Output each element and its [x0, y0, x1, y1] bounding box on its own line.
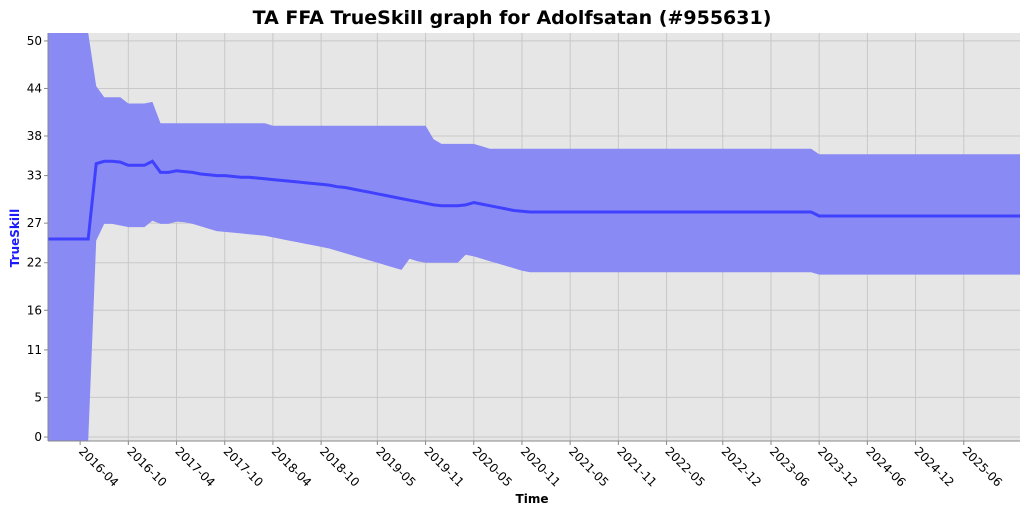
x-tick-label: 2023-12: [815, 444, 860, 489]
y-tick-label: 11: [27, 343, 42, 357]
x-tick-label: 2022-05: [662, 444, 707, 489]
y-tick-label: 38: [27, 129, 42, 143]
x-tick-label: 2017-10: [221, 444, 266, 489]
y-tick-label: 50: [27, 34, 42, 48]
chart-title: TA FFA TrueSkill graph for Adolfsatan (#…: [253, 7, 772, 29]
x-tick-label: 2020-05: [470, 444, 515, 489]
x-tick-label: 2022-12: [719, 444, 764, 489]
y-tick-label: 33: [27, 169, 42, 183]
x-tick-label: 2024-06: [863, 444, 908, 489]
y-tick-label: 27: [27, 216, 42, 230]
x-tick-label: 2025-06: [960, 444, 1005, 489]
x-tick-label: 2019-11: [421, 444, 466, 489]
y-tick-label: 44: [27, 81, 42, 95]
y-axis-label: TrueSkill: [8, 209, 22, 267]
y-tick-label: 16: [27, 303, 42, 317]
x-tick-label: 2018-04: [269, 444, 314, 489]
x-tick-label: 2023-06: [767, 444, 812, 489]
y-tick-label: 0: [34, 430, 42, 444]
y-axis-ticks: 0 5 11 16 22 27 33 38 44 50: [27, 34, 48, 444]
x-tick-label: 2021-05: [566, 444, 611, 489]
x-tick-label: 2020-11: [518, 444, 563, 489]
x-tick-label: 2016-10: [124, 444, 169, 489]
uncertainty-band: [48, 33, 1020, 441]
x-tick-label: 2017-04: [172, 444, 217, 489]
x-axis-ticks: 2016-04 2016-10 2017-04 2017-10 2018-04 2018-…: [76, 441, 1005, 490]
x-tick-label: 2019-05: [373, 444, 418, 489]
y-tick-label: 22: [27, 256, 42, 270]
x-tick-label: 2024-12: [911, 444, 956, 489]
x-tick-label: 2016-04: [76, 444, 121, 489]
x-axis-label: Time: [516, 492, 549, 506]
x-tick-label: 2021-11: [614, 444, 659, 489]
x-tick-label: 2018-10: [317, 444, 362, 489]
y-tick-label: 5: [34, 390, 42, 404]
trueskill-line: [48, 159, 1020, 241]
